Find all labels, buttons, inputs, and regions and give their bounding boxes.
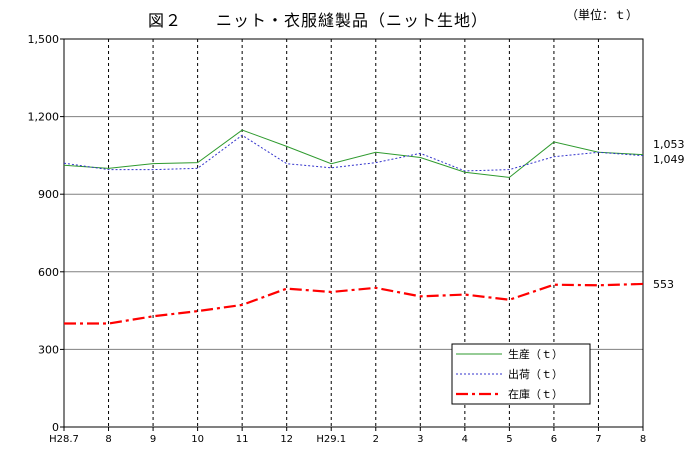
y-tick-label: 900 (38, 188, 59, 201)
x-tick-label: 7 (595, 434, 601, 445)
x-tick-label: H28.7 (49, 434, 79, 445)
x-tick-label: 2 (373, 434, 379, 445)
chart-title: 図２ ニット・衣服縫製品（ニット生地） (148, 11, 489, 30)
x-tick-label: 10 (191, 434, 204, 445)
y-axis-ticks: 0 300 600 900 1,200 1,500 (28, 33, 64, 434)
y-tick-label: 600 (38, 266, 59, 279)
y-tick-label: 300 (38, 343, 59, 356)
end-labels: 1,053 1,049 553 (653, 138, 685, 291)
y-tick-label: 0 (52, 421, 59, 434)
x-tick-label: 6 (551, 434, 557, 445)
plot-frame (63, 38, 644, 428)
end-value-label: 1,049 (653, 153, 685, 166)
series-line-1 (63, 134, 644, 172)
end-value-label: 1,053 (653, 138, 685, 151)
legend-label: 出荷（ｔ） (508, 367, 563, 381)
x-tick-label: 11 (236, 434, 249, 445)
series-line-0 (63, 129, 644, 178)
x-tick-label: 9 (150, 434, 156, 445)
legend-label: 生産（ｔ） (508, 347, 563, 361)
unit-label: （単位：ｔ） (566, 8, 639, 22)
y-tick-label: 1,200 (28, 111, 60, 124)
series-line-2 (64, 282, 644, 325)
x-tick-label: 12 (280, 434, 293, 445)
plot-area-border (63, 38, 644, 428)
x-axis-ticks: H28.7 8 9 10 11 12 H29.1 2 3 4 5 6 7 8 (49, 427, 646, 445)
vertical-gridlines (108, 39, 599, 427)
x-tick-label: H29.1 (316, 434, 346, 445)
x-tick-label: 8 (105, 434, 111, 445)
x-tick-label: 3 (417, 434, 423, 445)
legend: 生産（ｔ） 出荷（ｔ） 在庫（ｔ） (451, 343, 591, 405)
end-value-label: 553 (653, 278, 674, 291)
y-tick-label: 1,500 (28, 33, 60, 46)
x-tick-label: 5 (506, 434, 512, 445)
x-tick-label: 4 (462, 434, 468, 445)
series-lines (63, 129, 644, 325)
horizontal-gridlines (64, 116, 643, 350)
x-tick-label: 8 (640, 434, 646, 445)
legend-label: 在庫（ｔ） (508, 387, 563, 401)
